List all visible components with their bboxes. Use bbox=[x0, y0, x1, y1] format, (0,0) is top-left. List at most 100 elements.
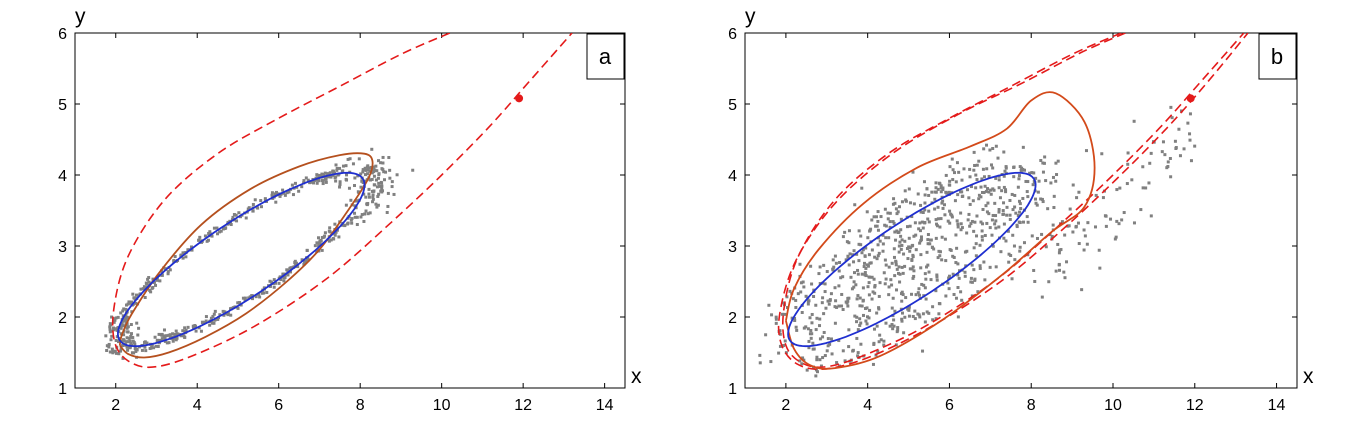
scatter-point bbox=[366, 168, 370, 172]
scatter-point bbox=[141, 287, 145, 291]
scatter-point bbox=[191, 324, 195, 328]
scatter-point bbox=[892, 221, 896, 225]
scatter-point bbox=[987, 174, 991, 178]
scatter-point bbox=[364, 168, 368, 172]
scatter-point bbox=[923, 272, 927, 276]
scatter-point bbox=[974, 254, 978, 258]
scatter-point bbox=[962, 167, 966, 171]
scatter-point bbox=[377, 192, 381, 196]
scatter-point bbox=[989, 192, 993, 196]
scatter-point bbox=[974, 242, 978, 246]
scatter-point bbox=[782, 301, 786, 305]
scatter-point bbox=[975, 178, 979, 182]
scatter-point bbox=[818, 317, 822, 321]
scatter-point bbox=[889, 278, 893, 282]
scatter-point bbox=[1125, 182, 1129, 186]
scatter-point bbox=[965, 231, 969, 235]
scatter-point bbox=[877, 294, 881, 298]
scatter-point bbox=[234, 213, 238, 217]
scatter-point bbox=[969, 276, 973, 280]
scatter-point bbox=[135, 321, 139, 325]
scatter-point bbox=[858, 304, 862, 308]
scatter-point bbox=[852, 280, 856, 284]
scatter-point bbox=[338, 185, 342, 189]
scatter-point bbox=[858, 323, 862, 327]
scatter-point bbox=[323, 234, 327, 238]
scatter-point bbox=[1040, 197, 1044, 201]
scatter-point bbox=[837, 269, 841, 273]
scatter-point bbox=[1170, 116, 1174, 120]
scatter-point bbox=[1080, 288, 1084, 292]
scatter-point bbox=[149, 290, 153, 294]
scatter-point bbox=[900, 243, 904, 247]
scatter-point bbox=[884, 321, 888, 325]
scatter-point bbox=[969, 280, 973, 284]
scatter-point bbox=[216, 232, 220, 236]
scatter-point bbox=[893, 201, 897, 205]
scatter-point bbox=[203, 234, 207, 238]
scatter-point bbox=[934, 181, 938, 185]
scatter-point bbox=[994, 265, 998, 269]
scatter-point bbox=[176, 332, 180, 336]
scatter-point bbox=[303, 260, 307, 264]
scatter-point bbox=[1085, 242, 1089, 246]
scatter-point bbox=[914, 248, 918, 252]
scatter-point bbox=[390, 180, 394, 184]
scatter-point bbox=[930, 245, 934, 249]
scatter-point bbox=[974, 186, 978, 190]
scatter-point bbox=[1002, 201, 1006, 205]
scatter-point bbox=[315, 241, 319, 245]
scatter-point bbox=[852, 260, 856, 264]
scatter-point bbox=[362, 168, 366, 172]
scatter-point bbox=[991, 244, 995, 248]
scatter-point bbox=[862, 265, 866, 269]
scatter-point bbox=[1018, 202, 1022, 206]
scatter-point bbox=[159, 338, 163, 342]
scatter-point bbox=[218, 313, 222, 317]
scatter-point bbox=[317, 244, 321, 248]
scatter-point bbox=[871, 362, 875, 366]
scatter-point bbox=[970, 219, 974, 223]
scatter-point bbox=[884, 224, 888, 228]
scatter-point bbox=[1188, 138, 1192, 142]
scatter-point bbox=[852, 249, 856, 253]
scatter-point bbox=[931, 305, 935, 309]
scatter-point bbox=[983, 234, 987, 238]
scatter-point bbox=[937, 312, 941, 316]
scatter-point bbox=[121, 344, 125, 348]
scatter-point bbox=[1104, 224, 1108, 228]
scatter-point bbox=[811, 341, 815, 345]
scatter-point bbox=[903, 189, 907, 193]
scatter-point bbox=[259, 205, 263, 209]
scatter-point bbox=[918, 241, 922, 245]
scatter-point bbox=[133, 346, 137, 350]
scatter-point bbox=[774, 315, 778, 319]
scatter-point bbox=[1036, 190, 1040, 194]
scatter-point bbox=[911, 276, 915, 280]
scatter-point bbox=[382, 178, 386, 182]
scatter-point bbox=[988, 148, 992, 152]
scatter-point bbox=[881, 242, 885, 246]
scatter-point bbox=[811, 347, 815, 351]
scatter-point bbox=[1166, 160, 1170, 164]
scatter-point bbox=[140, 348, 144, 352]
scatter-point bbox=[900, 238, 904, 242]
scatter-point bbox=[879, 338, 883, 342]
scatter-point bbox=[883, 282, 887, 286]
scatter-point bbox=[353, 215, 357, 219]
scatter-point bbox=[986, 201, 990, 205]
scatter-point bbox=[121, 338, 125, 342]
scatter-point bbox=[1077, 190, 1081, 194]
scatter-point bbox=[984, 189, 988, 193]
scatter-point bbox=[1132, 119, 1136, 123]
scatter-point bbox=[134, 349, 138, 353]
scatter-point bbox=[338, 182, 342, 186]
scatter-point bbox=[376, 194, 380, 198]
scatter-point bbox=[105, 344, 109, 348]
scatter-point bbox=[1049, 181, 1053, 185]
panel-label-box bbox=[586, 33, 625, 80]
scatter-point bbox=[860, 272, 864, 276]
scatter-point bbox=[821, 356, 825, 360]
scatter-point bbox=[310, 180, 314, 184]
